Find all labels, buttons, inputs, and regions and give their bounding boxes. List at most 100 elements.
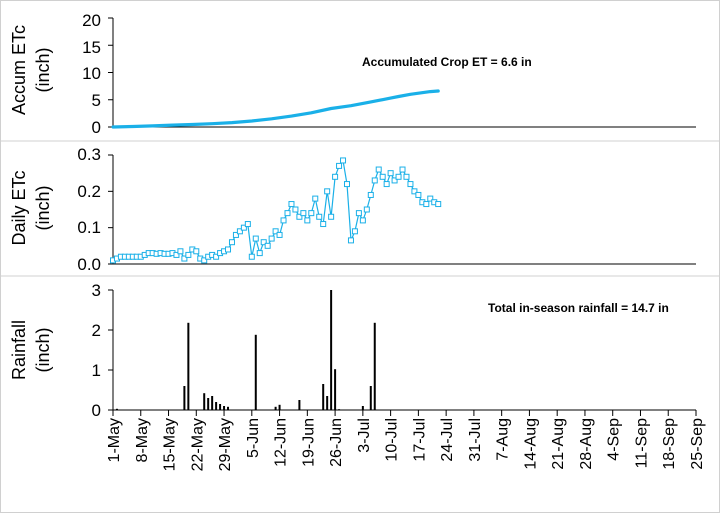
- daily-ylabel-line1: Daily ETc: [9, 170, 29, 245]
- rain-bar-20: [369, 386, 372, 410]
- accum-etc-line: [111, 89, 440, 129]
- daily-etc-point-40: [268, 235, 275, 242]
- daily-etc-point-64: [363, 206, 370, 213]
- rain-ytick-2: 2: [92, 321, 101, 340]
- xtick-label-1-May: 1-May: [106, 418, 123, 462]
- daily-etc-point-69: [383, 181, 390, 188]
- daily-etc-point-38: [260, 239, 267, 246]
- xtick-label-18-Sep: 18-Sep: [661, 418, 678, 470]
- daily-etc-point-47: [296, 213, 303, 220]
- daily-etc-point-82: [435, 201, 442, 208]
- rain-bar-5: [211, 396, 214, 410]
- daily-etc-point-39: [264, 242, 271, 249]
- daily-etc-point-50: [308, 210, 315, 217]
- daily-etc-point-79: [423, 201, 430, 208]
- daily-etc-point-70: [387, 170, 394, 177]
- accum-ytick-15: 15: [82, 38, 101, 57]
- rain-bar-15: [326, 396, 329, 410]
- daily-ytick-2: 0.2: [77, 182, 101, 201]
- rainfall-panel: Rainfall (inch) 0 1 2 3 Total in-season …: [9, 281, 669, 420]
- rain-bar-0: [115, 408, 118, 410]
- daily-etc-point-45: [288, 201, 295, 208]
- rain-bar-17: [334, 369, 337, 410]
- daily-etc-point-18: [181, 255, 188, 262]
- daily-etc-point-30: [228, 239, 235, 246]
- daily-etc-point-19: [185, 251, 192, 258]
- daily-etc-point-55: [328, 213, 335, 220]
- daily-etc-point-58: [340, 157, 347, 164]
- daily-etc-point-29: [225, 246, 232, 253]
- rain-bar-11: [274, 406, 277, 410]
- accum-etc-panel: Accum ETc (inch) 0 5 10 15 20 Accumulate…: [0, 11, 720, 142]
- daily-etc-point-23: [201, 257, 208, 264]
- rain-annotation: Total in-season rainfall = 14.7 in: [488, 301, 669, 315]
- daily-etc-point-48: [300, 210, 307, 217]
- rain-bar-2: [187, 322, 190, 410]
- rain-bar-14: [322, 384, 325, 410]
- daily-etc-point-73: [399, 166, 406, 173]
- daily-etc-point-34: [244, 221, 251, 228]
- daily-etc-point-56: [332, 173, 339, 180]
- daily-etc-point-44: [284, 210, 291, 217]
- rain-bar-16: [330, 290, 333, 410]
- rain-bar-10: [254, 334, 257, 410]
- daily-etc-point-77: [415, 191, 422, 198]
- rain-bar-9: [227, 406, 230, 410]
- xtick-label-4-Sep: 4-Sep: [606, 418, 623, 461]
- accum-ylabel-line2: (inch): [33, 47, 53, 92]
- accum-annotation: Accumulated Crop ET = 6.6 in: [362, 55, 532, 69]
- rain-ytick-0: 0: [92, 401, 101, 420]
- daily-etc-point-42: [276, 231, 283, 238]
- daily-etc-point-68: [379, 173, 386, 180]
- daily-etc-point-66: [371, 177, 378, 184]
- rain-ylabel-line1: Rainfall: [9, 320, 29, 380]
- accum-ytick-5: 5: [92, 91, 101, 110]
- rain-bar-21: [373, 322, 376, 410]
- xtick-label-8-May: 8-May: [134, 418, 151, 462]
- xtick-label-3-Jul: 3-Jul: [356, 418, 373, 453]
- rain-bar-13: [298, 400, 301, 410]
- daily-etc-point-61: [351, 228, 358, 235]
- rain-ylabel-line2: (inch): [33, 327, 53, 372]
- xtick-label-12-Jun: 12-Jun: [273, 418, 290, 467]
- daily-etc-point-43: [280, 217, 287, 224]
- daily-etc-point-32: [236, 228, 243, 235]
- xtick-label-26-Jun: 26-Jun: [328, 418, 345, 467]
- daily-etc-point-17: [177, 248, 184, 255]
- daily-etc-point-53: [320, 221, 327, 228]
- daily-etc-point-65: [367, 191, 374, 198]
- daily-ytick-0: 0.0: [77, 255, 101, 274]
- daily-ylabel-line2: (inch): [33, 185, 53, 230]
- daily-etc-point-35: [248, 253, 255, 260]
- rain-bar-7: [219, 404, 222, 410]
- rain-bar-1: [183, 386, 186, 410]
- daily-etc-point-71: [391, 177, 398, 184]
- daily-ytick-3: 0.3: [77, 145, 101, 164]
- daily-etc-point-60: [347, 237, 354, 244]
- accum-ytick-20: 20: [82, 11, 101, 30]
- rain-bar-6: [215, 402, 218, 410]
- xtick-label-10-Jul: 10-Jul: [384, 418, 401, 462]
- accum-ytick-0: 0: [92, 118, 101, 137]
- rain-bar-4: [207, 398, 210, 410]
- daily-etc-point-75: [407, 181, 414, 188]
- daily-etc-point-49: [304, 217, 311, 224]
- xtick-label-24-Jul: 24-Jul: [439, 418, 456, 462]
- daily-etc-point-74: [403, 173, 410, 180]
- daily-etc-point-54: [324, 188, 331, 195]
- plot-layer: 1-May 8-May 15-May 22-May 29-May 5-Jun 12-Jun 1…: [106, 17, 706, 471]
- xtick-label-22-May: 22-May: [189, 418, 206, 471]
- daily-etc-point-63: [359, 217, 366, 224]
- rain-bar-12: [278, 404, 281, 410]
- daily-etc-point-76: [411, 188, 418, 195]
- xtick-label-17-Jul: 17-Jul: [411, 418, 428, 462]
- xtick-label-15-May: 15-May: [162, 418, 179, 471]
- daily-etc-point-33: [240, 224, 247, 231]
- daily-etc-point-67: [375, 166, 382, 173]
- xtick-label-7-Aug: 7-Aug: [495, 418, 512, 461]
- rain-ytick-3: 3: [92, 281, 101, 300]
- xtick-label-29-May: 29-May: [217, 418, 234, 471]
- xtick-label-11-Sep: 11-Sep: [633, 418, 650, 469]
- rain-bar-18: [338, 409, 341, 410]
